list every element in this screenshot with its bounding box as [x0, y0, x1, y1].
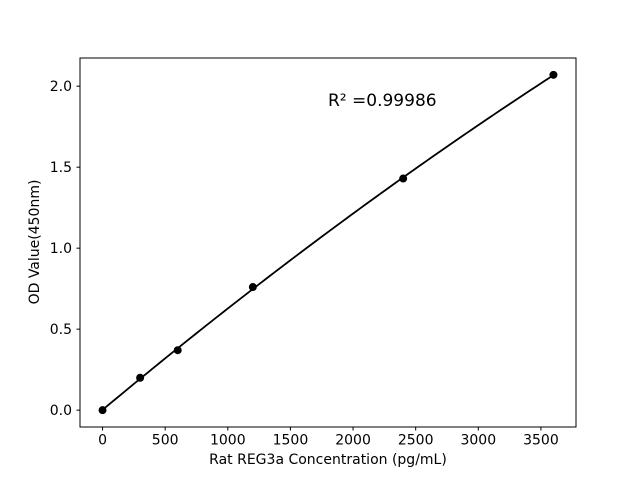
- fit-curve: [101, 74, 555, 411]
- y-tick-label: 0.5: [50, 322, 72, 338]
- x-tick-label: 3500: [523, 433, 559, 449]
- data-point: [98, 406, 107, 415]
- x-tick-label: 2000: [335, 433, 371, 449]
- y-axis-label: OD Value(450nm): [27, 179, 43, 305]
- x-tick-label: 1500: [273, 433, 309, 449]
- y-tick-label: 2.0: [50, 79, 72, 95]
- x-axis-label: Rat REG3a Concentration (pg/mL): [209, 452, 447, 468]
- plot-frame: [79, 57, 577, 428]
- x-tick-label: 1000: [210, 433, 246, 449]
- y-tick-label: 0.0: [50, 403, 72, 419]
- x-tick-label: 3000: [460, 433, 496, 449]
- x-tick-label: 0: [98, 433, 107, 449]
- data-point: [248, 283, 257, 292]
- x-tick-label: 2500: [398, 433, 434, 449]
- data-point: [173, 346, 182, 355]
- data-point: [549, 70, 558, 79]
- y-tick-label: 1.5: [50, 160, 72, 176]
- x-tick-label: 500: [152, 433, 179, 449]
- data-point: [399, 174, 408, 183]
- r-squared-annotation: R² =0.99986: [328, 91, 437, 111]
- y-tick-label: 1.0: [50, 241, 72, 257]
- data-point: [136, 373, 145, 382]
